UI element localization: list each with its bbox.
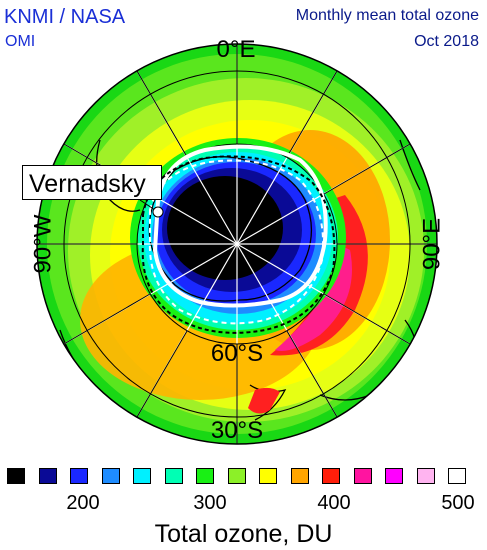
label-60s: 60°S bbox=[211, 340, 263, 367]
station-marker bbox=[152, 206, 164, 218]
legend-swatch bbox=[38, 468, 57, 484]
legend-swatch bbox=[101, 468, 120, 484]
ozone-polar-map: 0°E 90°W 90°E 60°S 30°S bbox=[29, 36, 445, 445]
product-title: Monthly mean total ozone bbox=[295, 7, 479, 24]
legend-tick: 200 bbox=[66, 492, 100, 514]
color-legend bbox=[7, 468, 482, 488]
map-border bbox=[36, 43, 438, 445]
legend-swatch bbox=[227, 468, 246, 484]
instrument-text: OMI bbox=[5, 33, 36, 50]
label-30s: 30°S bbox=[211, 417, 263, 444]
legend-tick: 300 bbox=[193, 492, 227, 514]
historic-contour bbox=[148, 159, 325, 325]
legend-swatch bbox=[416, 468, 435, 484]
legend-tick: 500 bbox=[441, 492, 475, 514]
legend-swatch bbox=[353, 468, 372, 484]
credit-text: KNMI / NASA bbox=[4, 6, 126, 28]
legend-swatch bbox=[164, 468, 183, 484]
label-90e: 90°E bbox=[418, 218, 445, 270]
label-90w: 90°W bbox=[29, 214, 56, 273]
meridian-lines-outer bbox=[37, 44, 437, 444]
legend-swatch bbox=[290, 468, 309, 484]
legend-swatch bbox=[7, 468, 25, 484]
legend-title: Total ozone, DU bbox=[154, 520, 333, 548]
ozone-hole-contour bbox=[152, 144, 328, 308]
latitude-circles bbox=[63, 70, 411, 418]
legend-swatch bbox=[259, 468, 277, 484]
legend-swatch bbox=[385, 468, 403, 484]
label-0e: 0°E bbox=[217, 36, 256, 63]
station-label: Vernadsky bbox=[29, 170, 146, 198]
legend-tick: 400 bbox=[317, 492, 351, 514]
legend-swatch bbox=[448, 468, 466, 484]
reference-contour bbox=[141, 155, 336, 334]
legend-swatch bbox=[322, 468, 340, 484]
station-callout: Vernadsky bbox=[22, 165, 162, 200]
legend-swatch bbox=[196, 468, 214, 484]
period-text: Oct 2018 bbox=[414, 33, 479, 50]
legend-swatch bbox=[70, 468, 88, 484]
legend-swatch bbox=[133, 468, 151, 484]
ozone-field bbox=[37, 44, 437, 444]
